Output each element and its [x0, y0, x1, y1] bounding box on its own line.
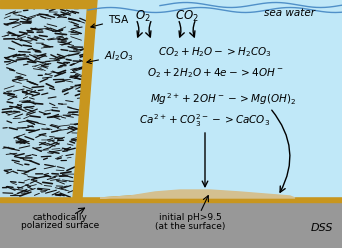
Text: $CO_2 + H_2O -> H_2CO_3$: $CO_2 + H_2O -> H_2CO_3$	[158, 45, 272, 59]
Polygon shape	[0, 0, 88, 198]
Bar	[0, 198, 342, 248]
Text: $CO_2$: $CO_2$	[175, 8, 199, 24]
Polygon shape	[0, 193, 342, 202]
Text: cathodically: cathodically	[32, 214, 88, 222]
Text: DSS: DSS	[311, 223, 333, 233]
Text: (at the surface): (at the surface)	[155, 221, 225, 230]
Text: TSA: TSA	[91, 15, 128, 28]
Polygon shape	[100, 190, 295, 198]
Text: sea water: sea water	[264, 8, 316, 18]
Text: $O_2$: $O_2$	[135, 8, 151, 24]
Text: initial pH>9.5: initial pH>9.5	[159, 214, 221, 222]
Text: $Al_2O_3$: $Al_2O_3$	[87, 49, 134, 63]
Bar	[0, 0, 95, 8]
Text: $Mg^{2+} + 2OH^- -> Mg(OH)_2$: $Mg^{2+} + 2OH^- -> Mg(OH)_2$	[150, 91, 296, 107]
Text: $O_2 + 2H_2O + 4e -> 4OH^-$: $O_2 + 2H_2O + 4e -> 4OH^-$	[147, 66, 283, 80]
Text: $Ca^{2+} + CO_3^{2-} -> CaCO_3$: $Ca^{2+} + CO_3^{2-} -> CaCO_3$	[140, 113, 271, 129]
Bar	[0, 198, 342, 202]
Text: polarized surface: polarized surface	[21, 221, 99, 230]
Polygon shape	[73, 0, 97, 198]
